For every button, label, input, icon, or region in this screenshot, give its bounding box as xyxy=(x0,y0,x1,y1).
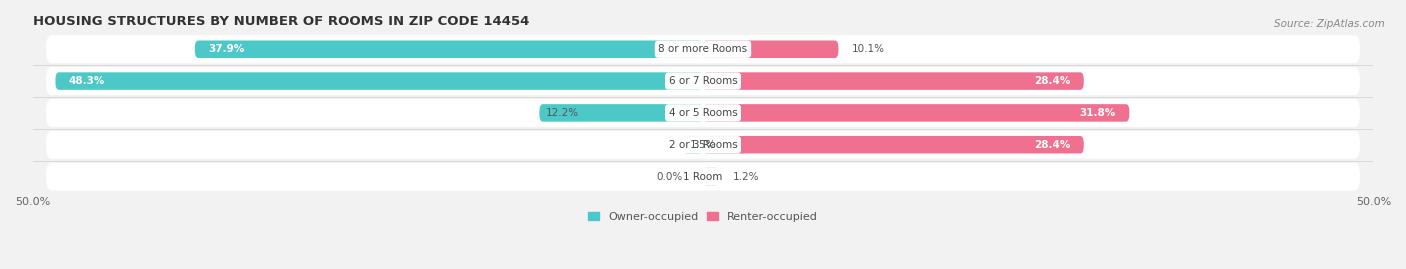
Text: 1.2%: 1.2% xyxy=(733,172,759,182)
FancyBboxPatch shape xyxy=(195,41,703,58)
FancyBboxPatch shape xyxy=(703,136,1084,154)
FancyBboxPatch shape xyxy=(703,41,838,58)
Text: 37.9%: 37.9% xyxy=(208,44,245,54)
Text: 1.5%: 1.5% xyxy=(689,140,716,150)
Legend: Owner-occupied, Renter-occupied: Owner-occupied, Renter-occupied xyxy=(588,212,818,222)
FancyBboxPatch shape xyxy=(703,168,718,185)
Text: 4 or 5 Rooms: 4 or 5 Rooms xyxy=(669,108,737,118)
Text: 0.0%: 0.0% xyxy=(657,172,683,182)
FancyBboxPatch shape xyxy=(46,67,1360,95)
FancyBboxPatch shape xyxy=(46,99,1360,127)
Text: 10.1%: 10.1% xyxy=(852,44,884,54)
FancyBboxPatch shape xyxy=(703,104,1129,122)
Text: HOUSING STRUCTURES BY NUMBER OF ROOMS IN ZIP CODE 14454: HOUSING STRUCTURES BY NUMBER OF ROOMS IN… xyxy=(32,15,529,28)
FancyBboxPatch shape xyxy=(703,72,1084,90)
FancyBboxPatch shape xyxy=(46,131,1360,159)
FancyBboxPatch shape xyxy=(46,35,1360,63)
Text: 12.2%: 12.2% xyxy=(546,108,579,118)
FancyBboxPatch shape xyxy=(55,72,703,90)
Text: 6 or 7 Rooms: 6 or 7 Rooms xyxy=(669,76,737,86)
Text: 31.8%: 31.8% xyxy=(1080,108,1116,118)
FancyBboxPatch shape xyxy=(683,136,703,154)
Text: 8 or more Rooms: 8 or more Rooms xyxy=(658,44,748,54)
Text: 48.3%: 48.3% xyxy=(69,76,105,86)
Text: 28.4%: 28.4% xyxy=(1033,140,1070,150)
Text: 2 or 3 Rooms: 2 or 3 Rooms xyxy=(669,140,737,150)
Text: Source: ZipAtlas.com: Source: ZipAtlas.com xyxy=(1274,19,1385,29)
Text: 1 Room: 1 Room xyxy=(683,172,723,182)
FancyBboxPatch shape xyxy=(540,104,703,122)
FancyBboxPatch shape xyxy=(46,162,1360,190)
Text: 28.4%: 28.4% xyxy=(1033,76,1070,86)
